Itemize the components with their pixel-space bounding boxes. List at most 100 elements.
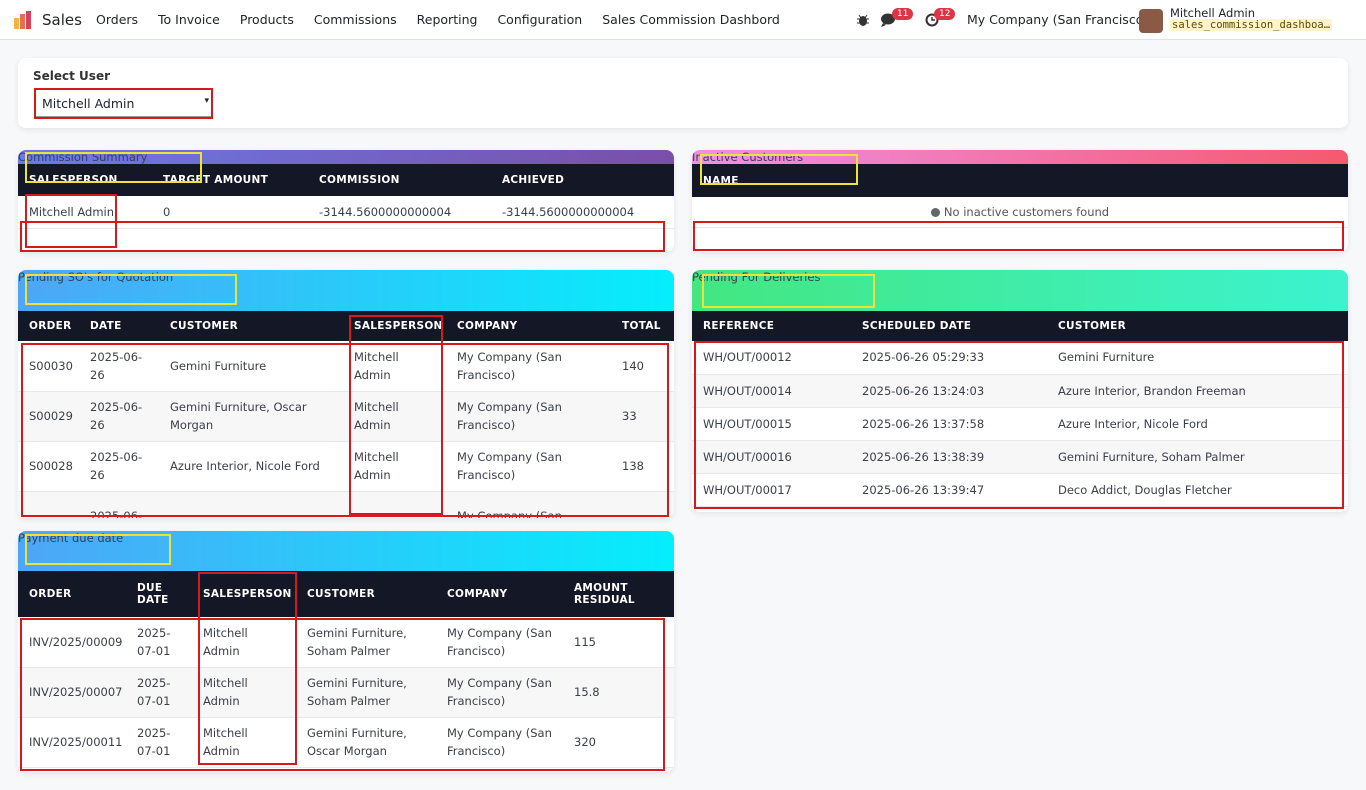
menu-item[interactable]: Sales Commission Dashbord bbox=[602, 12, 780, 27]
user-avatar[interactable] bbox=[1139, 9, 1163, 33]
table-header: NAME bbox=[692, 164, 1348, 197]
table-header: ORDER DUE DATE SALESPERSON CUSTOMER COMPANY A… bbox=[18, 571, 674, 617]
card-title: Commission Summary bbox=[18, 150, 148, 164]
column-header: CUSTOMER bbox=[296, 571, 436, 617]
debug-icon[interactable] bbox=[857, 13, 869, 27]
table-cell: WH/OUT/00015 bbox=[692, 407, 851, 441]
table-cell: 115 bbox=[563, 617, 674, 668]
table-row[interactable]: S00028 2025-06-26 Azure Interior, Nicole F… bbox=[18, 441, 674, 492]
table-row[interactable]: WH/OUT/00014 2025-06-26 13:24:03 Azure Int… bbox=[692, 374, 1348, 408]
column-header: CUSTOMER bbox=[159, 311, 343, 341]
table-cell: 2025-07-01 bbox=[126, 717, 192, 768]
column-header: COMMISSION bbox=[308, 164, 491, 196]
app-name[interactable]: Sales bbox=[42, 11, 82, 29]
user-select[interactable]: Mitchell Admin bbox=[36, 90, 211, 117]
table-cell: 2025-07-01 bbox=[126, 617, 192, 668]
messages-badge: 11 bbox=[892, 8, 914, 20]
table-header: REFERENCE SCHEDULED DATE CUSTOMER bbox=[692, 311, 1348, 341]
commission-summary-card: Commission Summary SALESPERSON TARGET AMOU… bbox=[18, 150, 674, 252]
card-title: Inactive Customers bbox=[692, 150, 804, 164]
table-row[interactable]: INV/2025/00009 2025-07-01 Mitchell Admin Ge… bbox=[18, 617, 674, 668]
table-cell: WH/OUT/00012 bbox=[692, 341, 851, 375]
table-cell: 2025-06-26 13:38:39 bbox=[851, 440, 1047, 474]
menu-item[interactable]: Commissions bbox=[313, 12, 397, 27]
table: WH/OUT/00012 2025-06-26 05:29:33 Gemini Fu… bbox=[692, 341, 1348, 507]
pending-quotations-card: Pending SO's for Quotation ORDER DATE CUSTO… bbox=[18, 270, 674, 518]
menu-item[interactable]: Orders bbox=[96, 12, 139, 27]
table: Mitchell Admin 0 -3144.5600000000004 -3144.… bbox=[18, 196, 674, 229]
table-row[interactable]: Mitchell Admin 0 -3144.5600000000004 -3144.… bbox=[18, 196, 674, 229]
table-row[interactable]: S00030 2025-06-26 Gemini Furniture Mitchell… bbox=[18, 341, 674, 392]
menu-item[interactable]: Reporting bbox=[416, 12, 478, 27]
table-cell: My Company (San Francisco) bbox=[446, 441, 611, 492]
table-body: WH/OUT/00012 2025-06-26 05:29:33 Gemini Fu… bbox=[692, 341, 1348, 507]
table-cell: Deco Addict, Douglas Fletcher bbox=[1047, 473, 1348, 507]
column-header: COMPANY bbox=[446, 311, 611, 341]
thead: REFERENCE SCHEDULED DATE CUSTOMER bbox=[692, 311, 1348, 341]
table-cell: Azure Interior, Nicole Ford bbox=[1047, 407, 1348, 441]
table-row[interactable]: WH/OUT/00012 2025-06-26 05:29:33 Gemini Fu… bbox=[692, 341, 1348, 375]
column-header: DATE bbox=[79, 311, 159, 341]
table-row[interactable]: INV/2025/00011 2025-07-01 Mitchell Admin Ge… bbox=[18, 717, 674, 768]
table-cell: My Company (San Francisco) bbox=[446, 341, 611, 392]
table-row[interactable]: S00029 2025-06-26 Gemini Furniture, Oscar … bbox=[18, 391, 674, 442]
card-header: Pending SO's for Quotation bbox=[18, 270, 674, 311]
table: S00030 2025-06-26 Gemini Furniture Mitchell… bbox=[18, 341, 674, 518]
table-row[interactable]: 2025-06- My Company (San bbox=[18, 491, 674, 518]
select-label: Select User bbox=[33, 69, 111, 83]
table-cell: Mitchell Admin bbox=[192, 717, 296, 768]
table-cell: 2025-06-26 13:24:03 bbox=[851, 374, 1047, 408]
table-cell: 2025-06-26 bbox=[79, 391, 159, 442]
table-cell: Azure Interior, Brandon Freeman bbox=[1047, 374, 1348, 408]
user-name[interactable]: Mitchell Admin bbox=[1170, 6, 1256, 20]
messages-icon[interactable] bbox=[880, 13, 896, 27]
card-title: Pending For Deliveries bbox=[692, 270, 821, 284]
column-header: SALESPERSON bbox=[192, 571, 296, 617]
table-cell: WH/OUT/00016 bbox=[692, 440, 851, 474]
company-switcher[interactable]: My Company (San Francisco) bbox=[967, 12, 1149, 27]
table-row[interactable]: WH/OUT/00016 2025-06-26 13:38:39 Gemini Fu… bbox=[692, 440, 1348, 474]
table-cell: 320 bbox=[563, 717, 674, 768]
thead: ORDER DUE DATE SALESPERSON CUSTOMER COMPANY A… bbox=[18, 571, 674, 617]
column-header: TARGET AMOUNT bbox=[152, 164, 308, 196]
table-cell: S00028 bbox=[18, 441, 79, 492]
thead: ORDER DATE CUSTOMER SALESPERSON COMPANY TOTAL bbox=[18, 311, 674, 341]
column-header: ACHIEVED bbox=[491, 164, 674, 196]
table-cell: Mitchell Admin bbox=[18, 196, 152, 229]
table-cell: 33 bbox=[611, 391, 674, 442]
table-cell bbox=[611, 491, 674, 518]
app-logo[interactable] bbox=[13, 10, 33, 30]
table-cell: WH/OUT/00017 bbox=[692, 473, 851, 507]
menu-item[interactable]: Products bbox=[239, 12, 294, 27]
table-cell: Gemini Furniture, Soham Palmer bbox=[296, 667, 436, 718]
table-cell: Mitchell Admin bbox=[192, 667, 296, 718]
menu-item[interactable]: Configuration bbox=[497, 12, 583, 27]
table-row[interactable]: INV/2025/00007 2025-07-01 Mitchell Admin Ge… bbox=[18, 667, 674, 718]
table-cell: Gemini Furniture, Oscar Morgan bbox=[296, 717, 436, 768]
table-cell: INV/2025/00009 bbox=[18, 617, 126, 668]
table-cell: My Company (San Francisco) bbox=[436, 717, 563, 768]
table-cell: S00029 bbox=[18, 391, 79, 442]
table-cell: 2025-06-26 13:37:58 bbox=[851, 407, 1047, 441]
table-body: Mitchell Admin 0 -3144.5600000000004 -3144.… bbox=[18, 196, 674, 229]
card-header: Pending For Deliveries bbox=[692, 270, 1348, 311]
table: No inactive customers found bbox=[692, 197, 1348, 228]
table-cell: Mitchell Admin bbox=[343, 391, 446, 442]
empty-message: No inactive customers found bbox=[943, 204, 1110, 219]
table-row[interactable]: WH/OUT/00017 2025-06-26 13:39:47 Deco Addi… bbox=[692, 473, 1348, 507]
tbody: Mitchell Admin 0 -3144.5600000000004 -3144.… bbox=[18, 196, 674, 229]
table-cell: Mitchell Admin bbox=[192, 617, 296, 668]
activities-icon[interactable] bbox=[925, 13, 939, 27]
column-header: SALESPERSON bbox=[18, 164, 152, 196]
card-header: Commission Summary bbox=[18, 150, 674, 164]
column-header: CUSTOMER bbox=[1047, 311, 1348, 341]
table-cell bbox=[18, 491, 79, 518]
payment-due-card: Payment due date ORDER DUE DATE SALESPERSON… bbox=[18, 531, 674, 772]
table-row[interactable]: WH/OUT/00015 2025-06-26 13:37:58 Azure Int… bbox=[692, 407, 1348, 441]
select-user-card: Select User Mitchell Admin bbox=[18, 58, 1348, 128]
info-icon bbox=[930, 207, 940, 217]
menu-item[interactable]: To Invoice bbox=[158, 12, 220, 27]
header-row: ORDER DATE CUSTOMER SALESPERSON COMPANY TOTAL bbox=[18, 311, 674, 341]
column-header: SCHEDULED DATE bbox=[851, 311, 1047, 341]
